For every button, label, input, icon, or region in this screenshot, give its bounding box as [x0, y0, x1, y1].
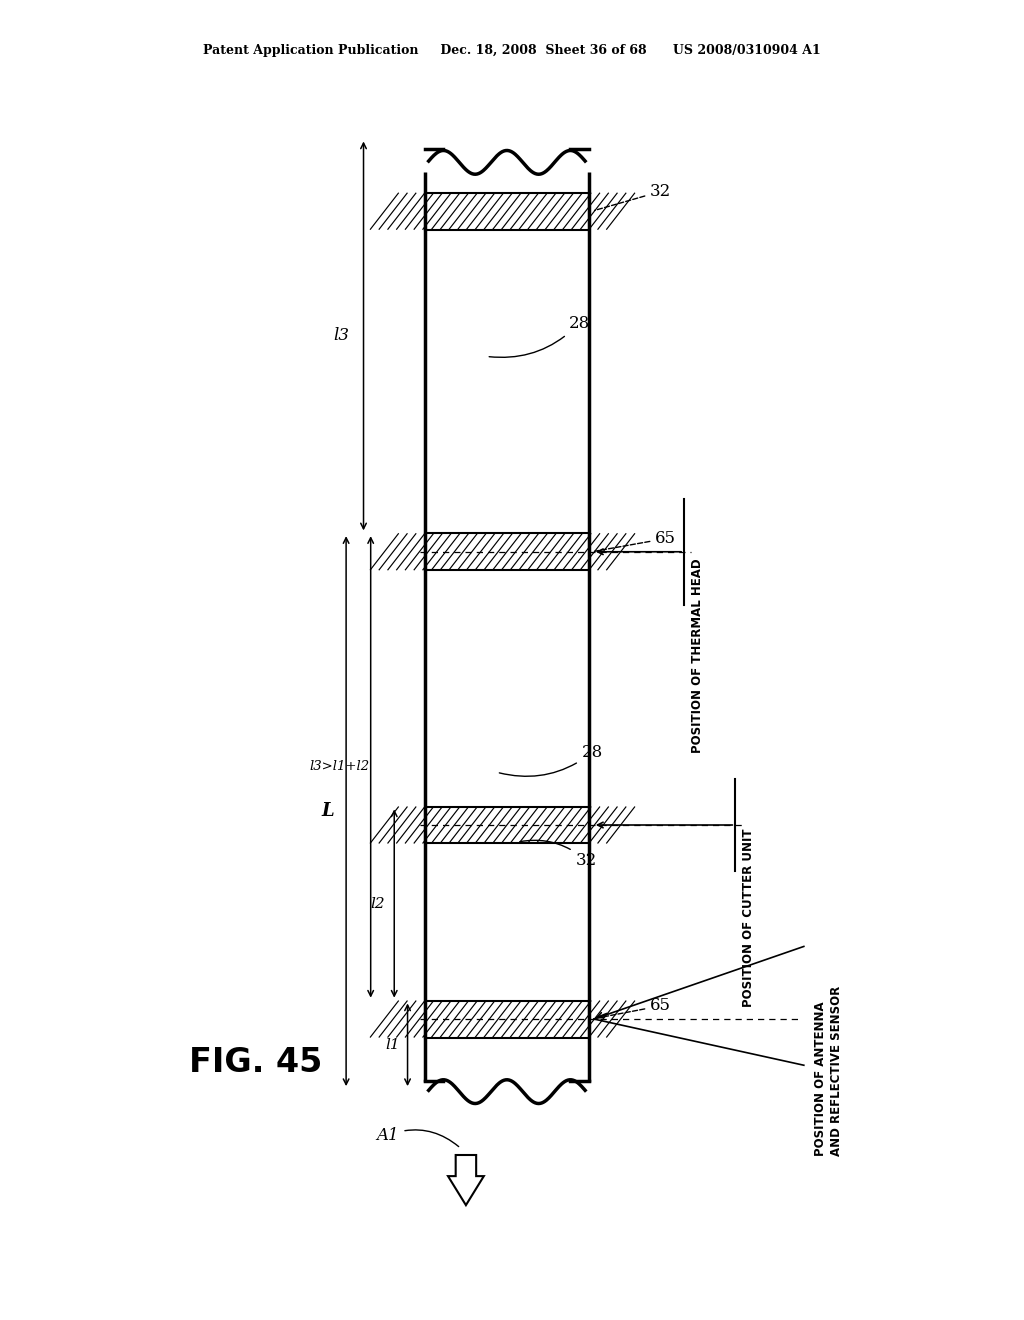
Text: l1: l1	[385, 1038, 399, 1052]
FancyArrow shape	[449, 1155, 484, 1205]
Bar	[425, 807, 589, 843]
Text: l2: l2	[371, 896, 385, 911]
Text: A1: A1	[377, 1127, 459, 1147]
Text: L: L	[322, 803, 334, 820]
Text: 65: 65	[595, 531, 677, 552]
Text: POSITION OF ANTENNA
AND REFLECTIVE SENSOR: POSITION OF ANTENNA AND REFLECTIVE SENSO…	[814, 986, 843, 1156]
Text: 32: 32	[520, 841, 597, 869]
Text: 32: 32	[595, 183, 672, 210]
Text: 28: 28	[489, 315, 590, 358]
Text: POSITION OF CUTTER UNIT: POSITION OF CUTTER UNIT	[742, 829, 756, 1007]
Text: l3>l1+l2: l3>l1+l2	[310, 760, 370, 774]
Text: POSITION OF THERMAL HEAD: POSITION OF THERMAL HEAD	[691, 558, 705, 752]
Text: FIG. 45: FIG. 45	[189, 1045, 323, 1080]
Bar	[425, 533, 589, 570]
Text: Patent Application Publication     Dec. 18, 2008  Sheet 36 of 68      US 2008/03: Patent Application Publication Dec. 18, …	[203, 44, 821, 57]
Text: 28: 28	[500, 744, 603, 776]
Bar	[425, 193, 589, 230]
Bar	[425, 1001, 589, 1038]
Text: l3: l3	[333, 327, 349, 345]
Text: 65: 65	[595, 998, 672, 1019]
